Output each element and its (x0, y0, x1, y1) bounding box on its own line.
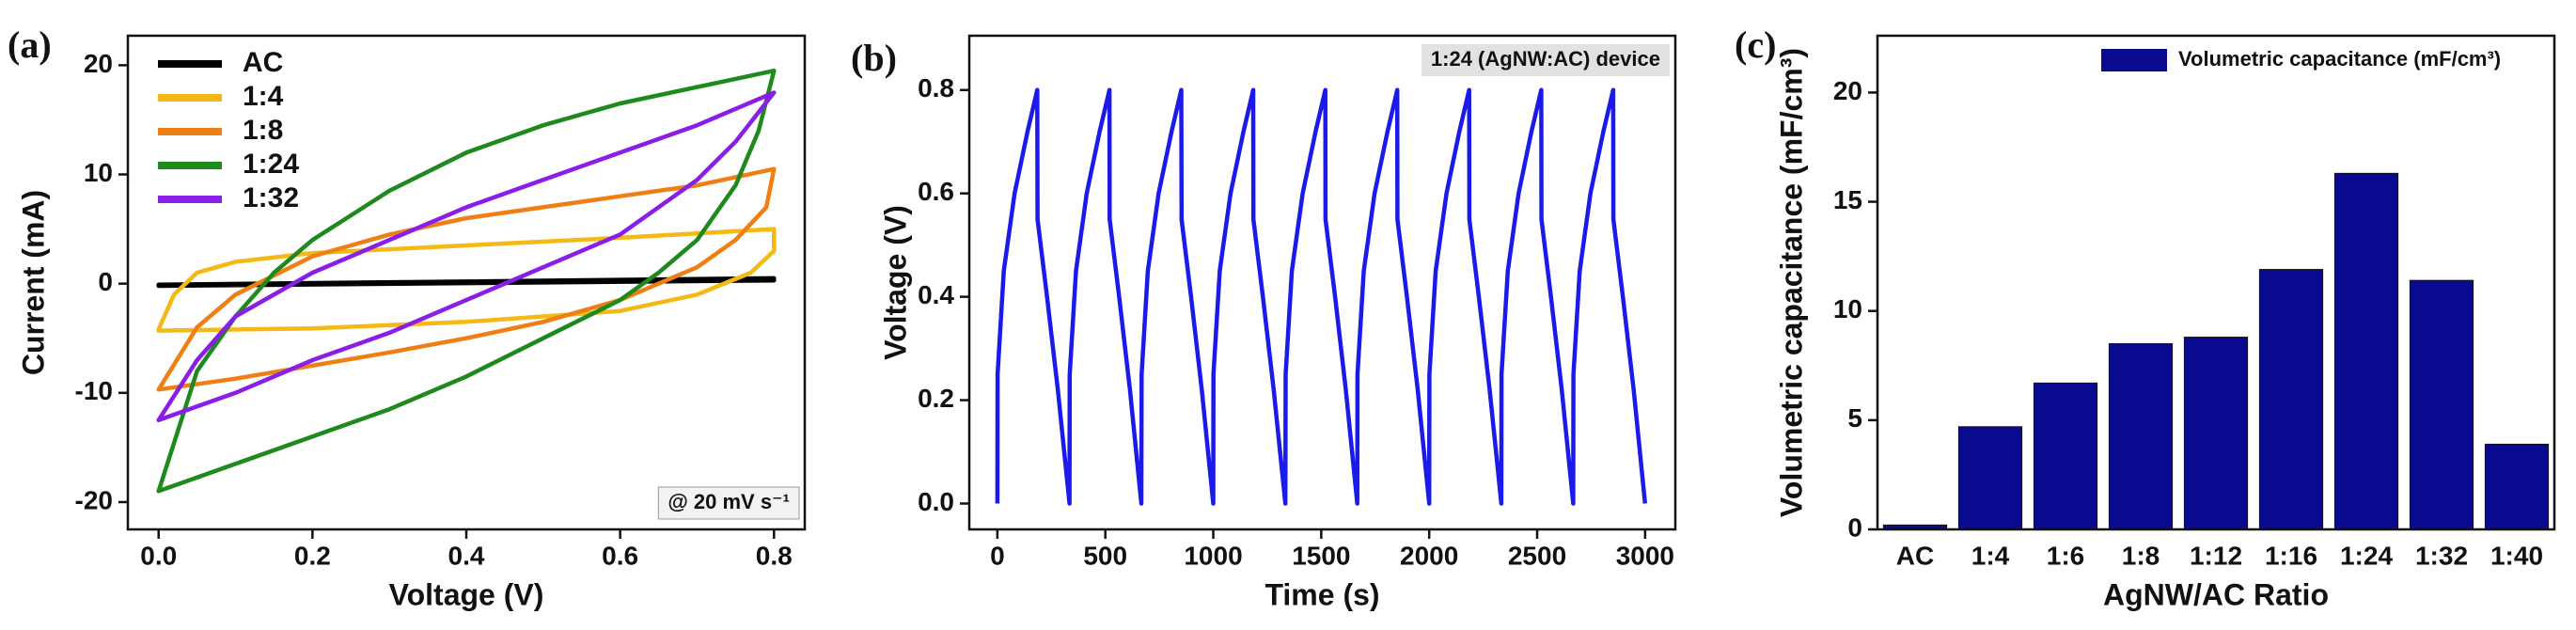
bar (2333, 172, 2399, 530)
bar (2033, 382, 2098, 530)
y-tick-label: 15 (1833, 185, 1862, 214)
plot-frame (126, 34, 807, 531)
x-tick-label: AC (1896, 541, 1934, 570)
x-tick-label: 0.0 (140, 541, 177, 570)
panel-label: (c) (1735, 24, 1776, 66)
y-tick-label: 0.6 (918, 177, 954, 206)
y-axis-title: Voltage (V) (878, 205, 912, 360)
data-line (156, 90, 777, 423)
x-tick-label: 1:6 (2047, 541, 2084, 570)
annotation-box (1421, 44, 1670, 76)
bar (1957, 426, 2023, 530)
x-tick-label: 0.4 (448, 541, 485, 570)
bar (2183, 337, 2249, 530)
legend-label: AC (243, 47, 283, 78)
x-tick-label: 1:16 (2265, 541, 2317, 570)
panel-label: (a) (8, 24, 52, 66)
y-tick-label: 0 (98, 267, 113, 296)
x-tick-label: 1000 (1184, 541, 1242, 570)
x-axis-title: AgNW/AC Ratio (2103, 577, 2329, 611)
bar (2409, 279, 2474, 530)
x-tick-label: 0.8 (756, 541, 793, 570)
y-axis-title: Current (mA) (16, 190, 50, 375)
y-tick-label: 20 (84, 49, 113, 78)
plot-frame (967, 34, 1677, 531)
x-tick-label: 0.6 (602, 541, 638, 570)
legend-label: Volumetric capacitance (mF/cm³) (2178, 47, 2501, 71)
annotation: @ 20 mV s⁻¹ (668, 490, 790, 513)
bar (2108, 343, 2174, 530)
y-tick-label: 5 (1847, 403, 1862, 433)
annotation-box (657, 486, 800, 520)
x-tick-label: 1:4 (1971, 541, 2010, 570)
data-line (156, 276, 777, 289)
x-tick-label: 1:8 (2122, 541, 2160, 570)
x-tick-label: 0 (990, 541, 1005, 570)
data-line (995, 87, 1648, 506)
bar (2258, 269, 2324, 530)
data-line (156, 166, 777, 392)
x-tick-label: 1:32 (2415, 541, 2468, 570)
legend-label: 1:8 (243, 115, 283, 146)
legend-swatch (2101, 49, 2167, 71)
x-axis-title: Time (s) (1264, 577, 1379, 611)
y-tick-label: -10 (75, 376, 113, 405)
legend-label: 1:24 (243, 149, 299, 180)
y-tick-label: 10 (1833, 294, 1862, 323)
x-tick-label: 3000 (1616, 541, 1674, 570)
y-tick-label: 0.8 (918, 73, 954, 102)
y-tick-label: 0.4 (918, 280, 954, 309)
x-tick-label: 500 (1083, 541, 1127, 570)
y-tick-label: 0.0 (918, 487, 954, 516)
x-tick-label: 1500 (1292, 541, 1350, 570)
x-tick-label: 2000 (1400, 541, 1458, 570)
x-tick-label: 1:40 (2490, 541, 2543, 570)
bar (2484, 443, 2550, 530)
y-tick-label: 10 (84, 158, 113, 187)
plot-frame (1876, 34, 2556, 531)
x-axis-title: Voltage (V) (389, 577, 544, 611)
y-tick-label: -20 (75, 485, 113, 514)
y-axis-title: Volumetric capacitance (mF/cm³) (1774, 48, 1808, 517)
panel-label: (b) (851, 37, 897, 79)
legend-label: 1:4 (243, 81, 284, 112)
y-tick-label: 0 (1847, 512, 1862, 542)
x-tick-label: 0.2 (294, 541, 331, 570)
annotation: 1:24 (AgNW:AC) device (1431, 47, 1660, 71)
x-tick-label: 2500 (1508, 541, 1566, 570)
y-tick-label: 0.2 (918, 384, 954, 413)
y-tick-label: 20 (1833, 76, 1862, 105)
x-tick-label: 1:12 (2190, 541, 2242, 570)
x-tick-label: 1:24 (2340, 541, 2393, 570)
legend-label: 1:32 (243, 182, 299, 213)
